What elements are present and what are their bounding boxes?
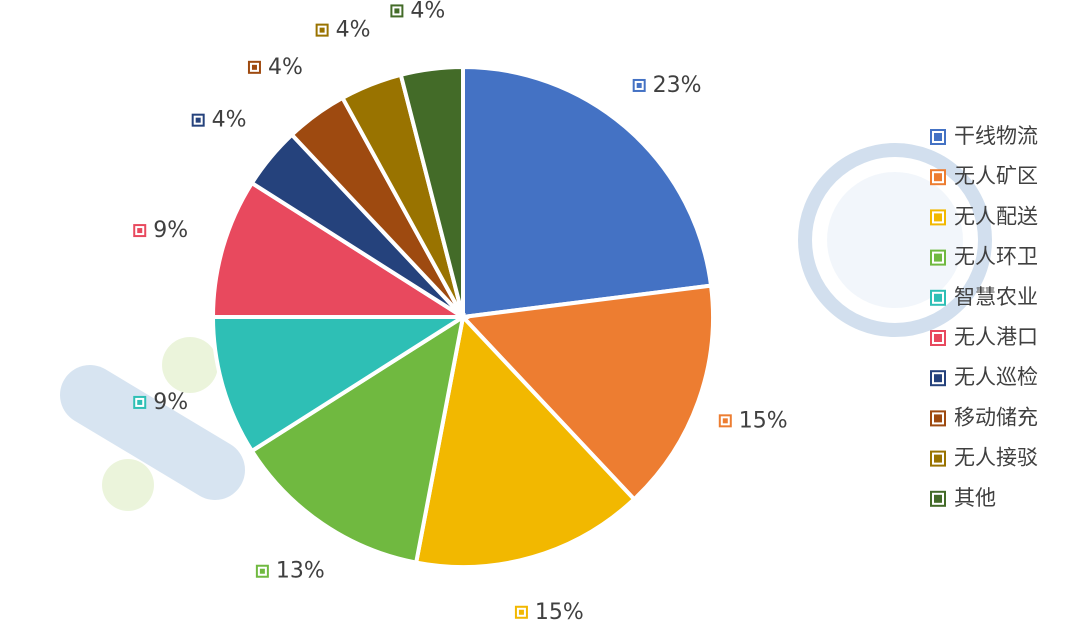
legend-marker-inner — [934, 494, 942, 503]
legend-label: 移动储充 — [954, 405, 1038, 429]
data-label: 15% — [739, 408, 788, 433]
label-marker-inner — [319, 27, 325, 33]
legend-marker-inner — [934, 374, 942, 383]
data-label: 9% — [153, 218, 188, 243]
data-label: 4% — [336, 18, 371, 43]
label-marker-inner — [137, 399, 143, 405]
legend-marker-inner — [934, 334, 942, 342]
label-marker-inner — [259, 568, 265, 574]
pie-slice — [249, 312, 466, 565]
label-marker-inner — [722, 418, 728, 424]
legend-marker-inner — [934, 293, 942, 302]
watermark-decoration — [60, 143, 992, 511]
data-label: 9% — [153, 390, 188, 415]
data-label: 23% — [653, 73, 702, 98]
legend-label: 无人港口 — [954, 325, 1038, 349]
legend-label: 无人矿区 — [954, 164, 1038, 188]
label-marker-inner — [394, 8, 400, 14]
data-label: 13% — [276, 559, 325, 584]
legend-marker-inner — [934, 213, 942, 222]
pie-slice — [461, 64, 714, 320]
label-marker-inner — [137, 228, 143, 234]
pie-slice — [413, 312, 637, 569]
data-label: 4% — [410, 0, 445, 23]
legend-label: 无人环卫 — [954, 245, 1038, 269]
data-label: 15% — [535, 600, 584, 625]
legend-label: 其他 — [954, 486, 996, 510]
legend-marker-inner — [934, 253, 942, 262]
pie-slice — [210, 315, 470, 454]
legend-marker-inner — [934, 173, 942, 182]
label-marker-inner — [518, 609, 524, 615]
legend-marker-inner — [934, 454, 942, 463]
legend-label: 智慧农业 — [954, 285, 1038, 309]
legend-label: 无人接驳 — [954, 446, 1038, 470]
legend-marker-inner — [934, 133, 942, 141]
data-label: 4% — [268, 55, 303, 80]
label-marker-inner — [636, 82, 642, 88]
legend-marker-inner — [934, 414, 942, 423]
label-marker-inner — [195, 117, 201, 123]
pie-slice — [398, 64, 465, 318]
pie-slice — [458, 283, 715, 503]
legend-label: 干线物流 — [954, 124, 1038, 148]
data-label: 4% — [212, 108, 247, 133]
label-marker-inner — [251, 64, 257, 70]
legend-label: 无人配送 — [954, 204, 1038, 228]
legend-label: 无人巡检 — [954, 365, 1038, 389]
pie — [210, 64, 715, 569]
pie-slice — [210, 180, 470, 319]
